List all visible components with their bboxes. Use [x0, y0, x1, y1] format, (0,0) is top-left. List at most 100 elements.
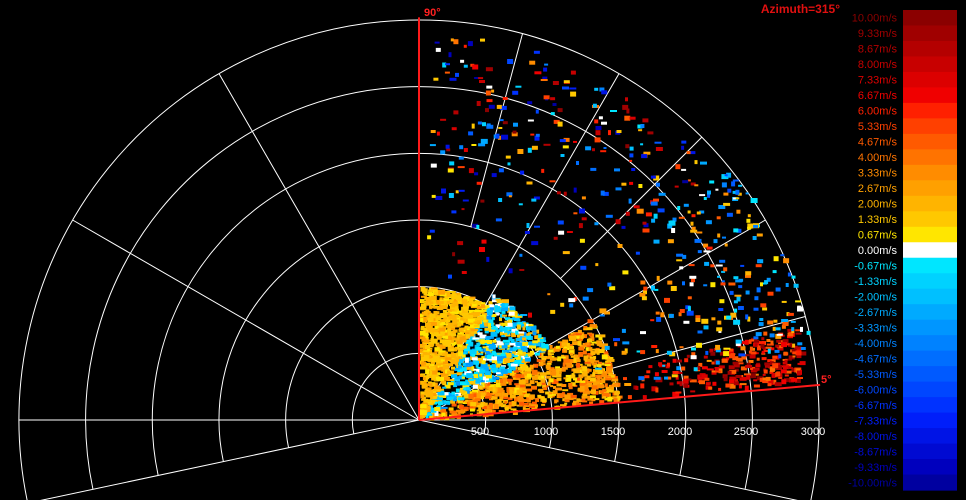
velocity-cell	[495, 386, 498, 391]
grid-spoke	[72, 219, 420, 421]
velocity-cell	[485, 336, 492, 340]
velocity-cell	[448, 397, 454, 399]
velocity-cell	[788, 355, 795, 360]
velocity-cell	[500, 380, 507, 386]
velocity-cell	[488, 319, 494, 324]
velocity-cell	[509, 342, 516, 346]
velocity-cell	[499, 119, 504, 122]
velocity-cell	[514, 396, 518, 402]
velocity-cell	[429, 313, 436, 318]
velocity-cell	[705, 350, 709, 355]
legend-label: -1.33m/s	[854, 276, 897, 288]
velocity-cell	[577, 377, 580, 381]
velocity-cell	[731, 181, 736, 187]
velocity-cell	[678, 312, 682, 317]
velocity-cell	[767, 348, 771, 354]
velocity-cell	[773, 379, 777, 384]
velocity-cell	[525, 344, 533, 348]
velocity-cell	[495, 393, 502, 396]
velocity-cell	[640, 143, 644, 146]
legend-label: 7.33m/s	[858, 75, 898, 87]
velocity-cell	[491, 317, 495, 321]
velocity-cell	[430, 321, 437, 326]
velocity-cell	[561, 366, 566, 372]
velocity-cell	[760, 303, 767, 308]
velocity-cell	[570, 382, 576, 387]
velocity-cell	[573, 377, 579, 381]
velocity-cell	[425, 414, 429, 420]
velocity-cell	[647, 131, 654, 135]
velocity-cell	[514, 359, 522, 364]
velocity-cell	[508, 381, 512, 386]
velocity-cell	[795, 329, 801, 332]
velocity-cell	[455, 393, 459, 396]
velocity-cell	[736, 209, 741, 214]
velocity-cell	[570, 332, 575, 335]
velocity-cell	[445, 340, 452, 345]
velocity-cell	[727, 351, 732, 356]
velocity-cell	[522, 399, 528, 403]
velocity-cell	[431, 362, 435, 367]
velocity-cell	[653, 175, 660, 181]
legend-swatch	[903, 149, 957, 166]
velocity-cell	[689, 275, 697, 279]
velocity-cell	[784, 358, 792, 361]
velocity-cell	[796, 355, 802, 359]
velocity-cell	[799, 351, 807, 356]
velocity-cell	[737, 306, 744, 310]
velocity-cell	[516, 334, 520, 338]
velocity-cell	[760, 343, 765, 348]
velocity-cell	[449, 327, 456, 331]
velocity-cell	[496, 341, 504, 346]
velocity-cell	[495, 298, 502, 301]
velocity-cell	[461, 374, 465, 379]
velocity-cell	[465, 362, 472, 366]
velocity-cell	[575, 333, 582, 336]
velocity-cell	[744, 385, 749, 391]
velocity-cell	[524, 357, 531, 362]
velocity-cell	[608, 130, 611, 136]
velocity-cell	[732, 361, 739, 365]
velocity-cell	[523, 354, 529, 358]
velocity-cell	[485, 90, 491, 96]
velocity-cell	[469, 408, 475, 412]
velocity-cell	[651, 345, 658, 348]
velocity-cell	[438, 351, 443, 356]
velocity-cell	[443, 317, 448, 321]
velocity-cell	[424, 405, 431, 410]
velocity-cell	[539, 372, 547, 377]
velocity-cell	[450, 359, 456, 365]
velocity-cell	[439, 327, 446, 332]
velocity-cell	[532, 340, 539, 344]
velocity-cell	[429, 305, 435, 309]
velocity-cell	[456, 334, 460, 339]
velocity-cell	[451, 330, 456, 334]
velocity-cell	[502, 339, 510, 343]
velocity-cell	[780, 369, 787, 374]
velocity-cell	[667, 223, 673, 229]
velocity-cell	[477, 121, 482, 125]
velocity-cell	[602, 191, 609, 196]
velocity-cell	[423, 375, 430, 380]
velocity-cell	[679, 266, 684, 270]
velocity-cell	[671, 374, 678, 378]
velocity-cell	[471, 329, 479, 331]
velocity-cell	[480, 392, 486, 396]
velocity-cell	[431, 333, 435, 339]
velocity-cell	[437, 358, 443, 364]
velocity-cell	[453, 39, 459, 45]
legend-label: 4.00m/s	[858, 152, 898, 164]
velocity-cell	[448, 315, 456, 320]
velocity-cell	[533, 343, 541, 347]
velocity-cell	[516, 318, 521, 322]
velocity-cell	[733, 319, 741, 325]
velocity-cell	[461, 271, 467, 274]
velocity-cell	[488, 301, 493, 306]
velocity-cell	[432, 288, 438, 292]
velocity-cell	[480, 138, 488, 144]
velocity-cell	[603, 147, 607, 149]
velocity-cell	[451, 412, 458, 416]
velocity-cell	[750, 351, 757, 355]
velocity-cell	[528, 324, 534, 327]
velocity-cell	[508, 401, 515, 407]
